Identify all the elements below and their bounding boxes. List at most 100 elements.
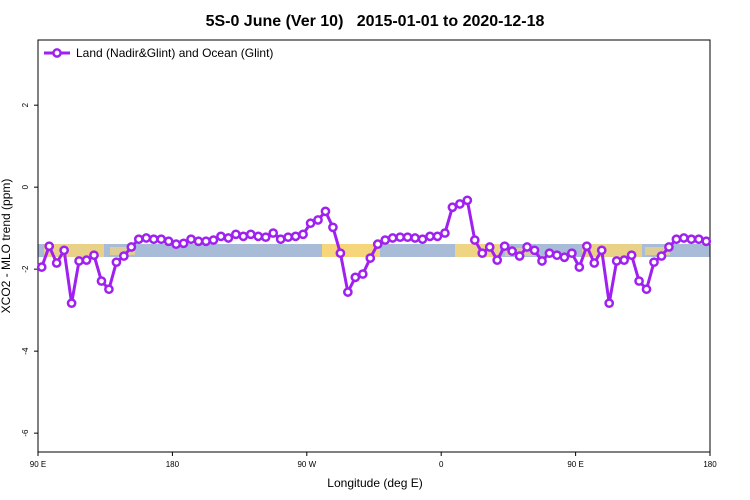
chart-title: 5S-0 June (Ver 10) 2015-01-01 to 2020-12… (206, 13, 545, 30)
y-tick-label: 2 (21, 102, 30, 107)
data-point (380, 235, 391, 245)
data-point (649, 257, 659, 268)
data-point (313, 215, 323, 225)
data-point (66, 298, 77, 309)
y-axis-title: XCO2 - MLO trend (ppm) (0, 179, 13, 314)
data-point (193, 236, 204, 247)
data-point (238, 231, 249, 242)
y-tick-label: -4 (21, 347, 30, 355)
data-point (328, 222, 338, 233)
data-point (245, 229, 256, 240)
data-point (469, 235, 480, 245)
x-tick-label: 90 W (297, 460, 316, 469)
data-point (596, 245, 607, 256)
data-point (343, 287, 353, 297)
data-point (208, 235, 219, 245)
data-point (417, 234, 428, 245)
legend-marker (52, 48, 62, 58)
plot-frame (37, 39, 711, 453)
data-point (223, 233, 234, 243)
data-point (201, 236, 211, 247)
data-point (216, 231, 226, 242)
data-point (96, 276, 107, 286)
data-point (260, 232, 271, 243)
data-point (275, 234, 286, 245)
data-point (305, 218, 316, 229)
data-point (119, 251, 129, 261)
data-point (44, 241, 55, 252)
data-point (559, 252, 570, 263)
data-point (634, 276, 644, 286)
data-point (111, 257, 122, 268)
data-point (537, 256, 547, 266)
data-point (604, 298, 615, 309)
data-point (156, 234, 167, 245)
data-point (522, 242, 532, 252)
data-point (462, 195, 473, 206)
data-point (507, 246, 517, 256)
data-point (268, 228, 279, 238)
data-point (74, 256, 84, 266)
data-point (59, 245, 69, 256)
data-point (701, 236, 712, 247)
data-point (544, 248, 555, 259)
data-point (410, 233, 420, 243)
data-point (298, 229, 308, 240)
data-point (178, 238, 189, 249)
data-point (387, 233, 398, 243)
data-point (141, 233, 152, 243)
x-tick-label: 0 (439, 460, 444, 469)
data-point (133, 234, 144, 245)
data-point (567, 248, 577, 259)
data-point (440, 228, 450, 238)
data-point (641, 284, 652, 295)
data-point (148, 234, 159, 245)
data-point (589, 258, 600, 268)
data-point (611, 256, 622, 266)
data-point (104, 284, 114, 295)
data-point (36, 262, 47, 272)
data-point (455, 199, 465, 209)
data-point (447, 202, 458, 213)
data-point (656, 251, 667, 261)
y-tick-label: -6 (21, 429, 30, 437)
data-point (350, 272, 361, 283)
data-point (365, 253, 376, 263)
data-point (432, 231, 443, 242)
data-point (51, 258, 62, 268)
data-point (477, 248, 488, 259)
data-point (484, 242, 495, 252)
legend-label: Land (Nadir&Glint) and Ocean (Glint) (76, 46, 273, 60)
data-point (357, 269, 368, 279)
x-tick-label: 180 (703, 460, 717, 469)
data-point (372, 239, 383, 250)
data-point (320, 206, 331, 217)
data-point (163, 236, 174, 247)
data-point (81, 255, 92, 265)
data-point (529, 245, 540, 256)
data-point (186, 234, 196, 245)
data-point (402, 232, 413, 243)
data-point (514, 251, 525, 261)
data-point (574, 262, 585, 272)
data-point (395, 232, 405, 243)
data-point (492, 255, 503, 265)
data-point (552, 250, 562, 261)
x-tick-label: 90 E (567, 460, 583, 469)
data-point (619, 255, 629, 265)
data-point (664, 242, 674, 252)
data-point (425, 231, 435, 242)
data-point (171, 239, 181, 250)
data-point (626, 250, 637, 261)
y-tick-label: -2 (21, 265, 30, 273)
y-tick-label: 0 (21, 184, 30, 189)
data-point (253, 231, 264, 242)
data-point (290, 231, 301, 242)
data-point (231, 229, 241, 240)
x-tick-label: 180 (166, 460, 180, 469)
data-point (126, 242, 137, 252)
x-axis-title: Longitude (deg E) (327, 476, 422, 490)
x-tick-label: 90 E (30, 460, 46, 469)
data-point (693, 234, 704, 245)
